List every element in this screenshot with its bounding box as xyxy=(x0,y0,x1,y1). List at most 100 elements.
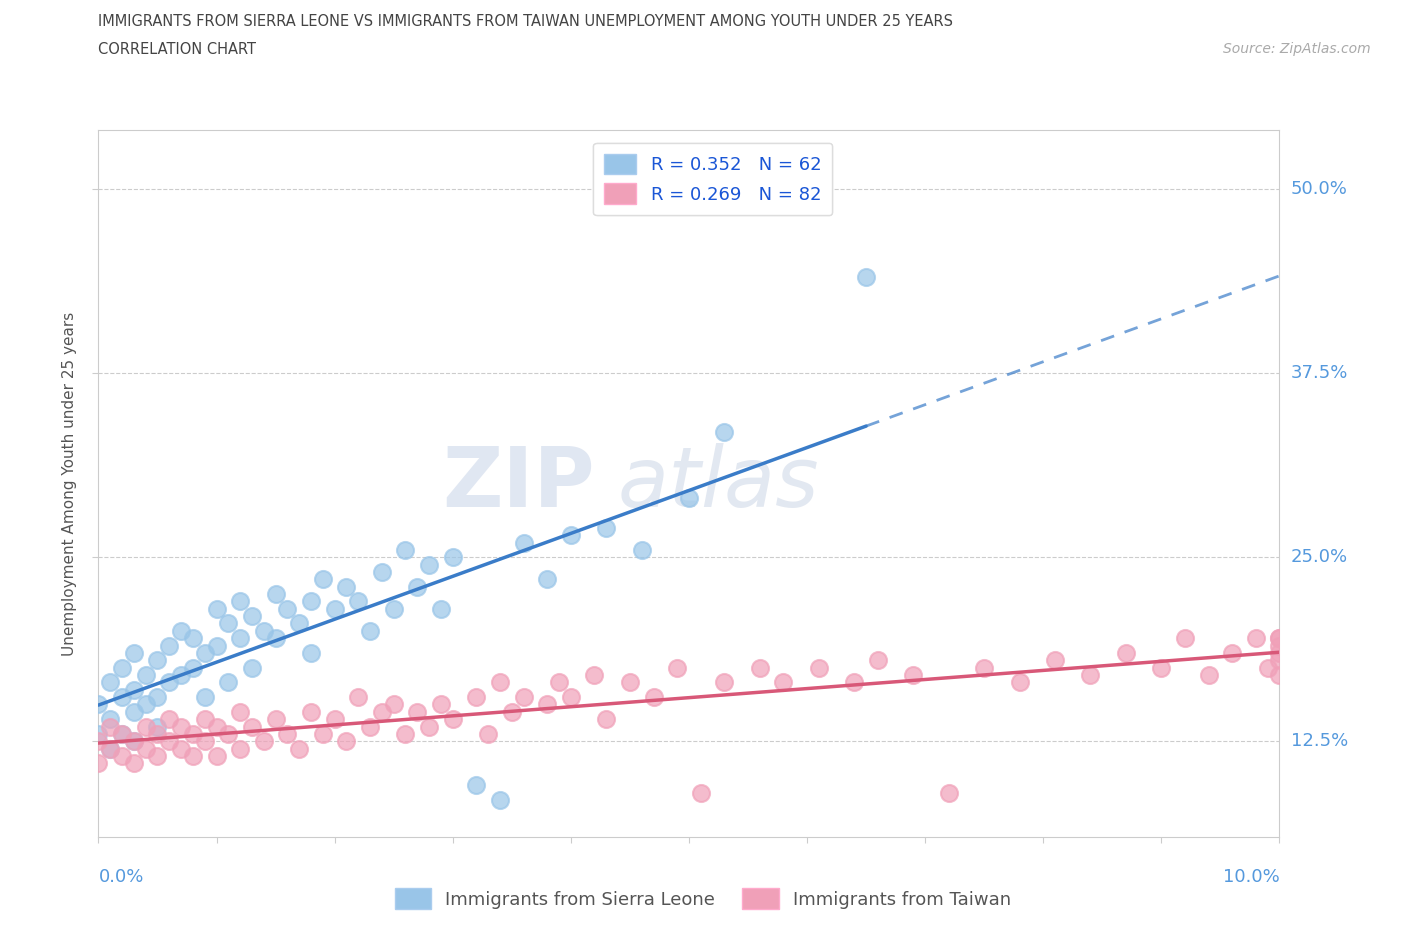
Immigrants from Taiwan xyxy=(205,749,228,764)
Immigrants from Taiwan xyxy=(1244,631,1267,645)
Immigrants from Taiwan xyxy=(1268,645,1291,660)
Immigrants from Sierra Leone xyxy=(253,623,276,638)
Immigrants from Sierra Leone xyxy=(489,792,512,807)
Text: 0.0%: 0.0% xyxy=(98,868,143,885)
Immigrants from Taiwan xyxy=(1115,645,1137,660)
Immigrants from Taiwan xyxy=(406,704,429,719)
Immigrants from Taiwan xyxy=(335,734,357,749)
Immigrants from Sierra Leone xyxy=(276,602,298,617)
Immigrants from Taiwan xyxy=(807,660,830,675)
Immigrants from Sierra Leone xyxy=(359,623,381,638)
Immigrants from Taiwan xyxy=(1220,645,1243,660)
Immigrants from Taiwan xyxy=(111,749,134,764)
Immigrants from Sierra Leone xyxy=(229,631,252,645)
Immigrants from Taiwan xyxy=(87,734,110,749)
Immigrants from Taiwan xyxy=(1043,653,1066,668)
Immigrants from Taiwan xyxy=(1268,638,1291,653)
Immigrants from Sierra Leone xyxy=(630,542,652,557)
Text: Source: ZipAtlas.com: Source: ZipAtlas.com xyxy=(1223,42,1371,56)
Immigrants from Sierra Leone xyxy=(678,491,700,506)
Text: 37.5%: 37.5% xyxy=(1291,365,1348,382)
Immigrants from Taiwan xyxy=(146,749,169,764)
Immigrants from Sierra Leone xyxy=(323,602,346,617)
Immigrants from Taiwan xyxy=(135,741,157,756)
Immigrants from Taiwan xyxy=(713,675,735,690)
Immigrants from Taiwan xyxy=(157,734,180,749)
Immigrants from Sierra Leone xyxy=(181,631,204,645)
Legend: Immigrants from Sierra Leone, Immigrants from Taiwan: Immigrants from Sierra Leone, Immigrants… xyxy=(388,881,1018,916)
Text: IMMIGRANTS FROM SIERRA LEONE VS IMMIGRANTS FROM TAIWAN UNEMPLOYMENT AMONG YOUTH : IMMIGRANTS FROM SIERRA LEONE VS IMMIGRAN… xyxy=(98,14,953,29)
Immigrants from Sierra Leone xyxy=(418,557,440,572)
Immigrants from Taiwan xyxy=(205,719,228,734)
Immigrants from Sierra Leone xyxy=(394,542,416,557)
Immigrants from Taiwan xyxy=(253,734,276,749)
Immigrants from Taiwan xyxy=(229,741,252,756)
Immigrants from Taiwan xyxy=(1198,668,1220,683)
Immigrants from Taiwan xyxy=(903,668,925,683)
Immigrants from Taiwan xyxy=(866,653,889,668)
Immigrants from Sierra Leone xyxy=(205,638,228,653)
Immigrants from Sierra Leone xyxy=(264,631,287,645)
Immigrants from Taiwan xyxy=(240,719,263,734)
Immigrants from Taiwan xyxy=(748,660,770,675)
Immigrants from Taiwan xyxy=(194,734,217,749)
Immigrants from Taiwan xyxy=(938,785,960,800)
Immigrants from Sierra Leone xyxy=(135,698,157,712)
Immigrants from Sierra Leone xyxy=(406,579,429,594)
Immigrants from Taiwan xyxy=(1268,668,1291,683)
Immigrants from Taiwan xyxy=(371,704,394,719)
Immigrants from Taiwan xyxy=(229,704,252,719)
Immigrants from Taiwan xyxy=(146,726,169,741)
Immigrants from Sierra Leone xyxy=(194,645,217,660)
Immigrants from Sierra Leone xyxy=(217,675,239,690)
Immigrants from Taiwan xyxy=(643,690,665,705)
Immigrants from Taiwan xyxy=(441,711,464,726)
Immigrants from Sierra Leone xyxy=(465,778,488,793)
Immigrants from Taiwan xyxy=(512,690,534,705)
Text: CORRELATION CHART: CORRELATION CHART xyxy=(98,42,256,57)
Immigrants from Sierra Leone xyxy=(111,690,134,705)
Immigrants from Sierra Leone xyxy=(288,616,311,631)
Immigrants from Taiwan xyxy=(666,660,689,675)
Immigrants from Taiwan xyxy=(489,675,512,690)
Immigrants from Sierra Leone xyxy=(98,711,121,726)
Legend: R = 0.352   N = 62, R = 0.269   N = 82: R = 0.352 N = 62, R = 0.269 N = 82 xyxy=(593,143,832,215)
Immigrants from Taiwan xyxy=(689,785,711,800)
Immigrants from Sierra Leone xyxy=(205,602,228,617)
Immigrants from Sierra Leone xyxy=(371,565,394,579)
Immigrants from Taiwan xyxy=(181,726,204,741)
Immigrants from Taiwan xyxy=(548,675,571,690)
Text: 25.0%: 25.0% xyxy=(1291,548,1348,566)
Immigrants from Sierra Leone xyxy=(347,594,370,609)
Immigrants from Sierra Leone xyxy=(157,675,180,690)
Immigrants from Sierra Leone xyxy=(170,623,193,638)
Text: atlas: atlas xyxy=(619,443,820,525)
Immigrants from Taiwan xyxy=(1008,675,1031,690)
Immigrants from Taiwan xyxy=(465,690,488,705)
Immigrants from Sierra Leone xyxy=(87,726,110,741)
Immigrants from Taiwan xyxy=(122,734,145,749)
Immigrants from Sierra Leone xyxy=(560,527,582,542)
Immigrants from Sierra Leone xyxy=(87,698,110,712)
Immigrants from Sierra Leone xyxy=(122,734,145,749)
Immigrants from Taiwan xyxy=(1268,631,1291,645)
Immigrants from Taiwan xyxy=(194,711,217,726)
Immigrants from Taiwan xyxy=(1080,668,1102,683)
Text: 12.5%: 12.5% xyxy=(1291,732,1348,751)
Immigrants from Sierra Leone xyxy=(146,719,169,734)
Immigrants from Taiwan xyxy=(430,698,453,712)
Immigrants from Sierra Leone xyxy=(240,660,263,675)
Immigrants from Sierra Leone xyxy=(122,645,145,660)
Immigrants from Taiwan xyxy=(299,704,322,719)
Immigrants from Sierra Leone xyxy=(157,638,180,653)
Immigrants from Sierra Leone xyxy=(122,683,145,698)
Immigrants from Taiwan xyxy=(560,690,582,705)
Immigrants from Sierra Leone xyxy=(299,645,322,660)
Immigrants from Taiwan xyxy=(181,749,204,764)
Immigrants from Taiwan xyxy=(87,756,110,771)
Immigrants from Taiwan xyxy=(844,675,866,690)
Immigrants from Taiwan xyxy=(347,690,370,705)
Immigrants from Taiwan xyxy=(1174,631,1197,645)
Immigrants from Sierra Leone xyxy=(240,609,263,624)
Immigrants from Sierra Leone xyxy=(181,660,204,675)
